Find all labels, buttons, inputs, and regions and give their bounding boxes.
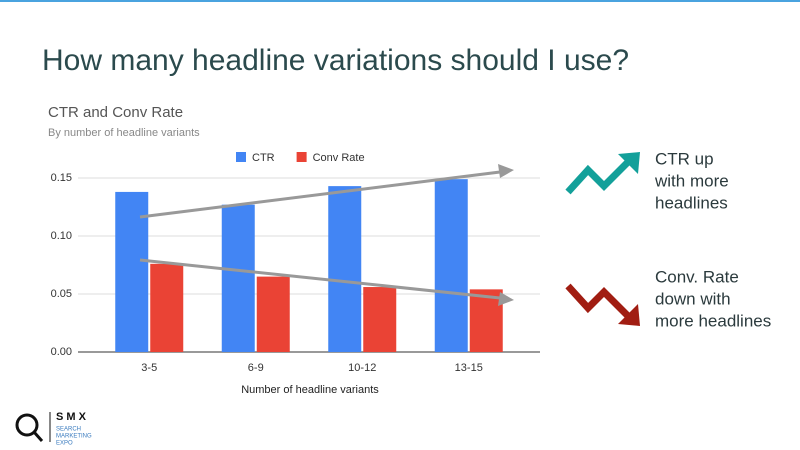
- annotation-line: Conv. Rate: [655, 267, 739, 286]
- arrow-head: [498, 292, 514, 306]
- annotation-line: headlines: [655, 193, 728, 212]
- logo-mark: [32, 431, 44, 442]
- chart-title: CTR and Conv Rate: [48, 104, 183, 121]
- bar: [150, 263, 184, 352]
- trend-line: [139, 258, 501, 300]
- top-rule: [0, 0, 800, 2]
- zigzag: [565, 157, 633, 195]
- legend-swatch: [296, 152, 307, 162]
- annotation-line: more headlines: [655, 311, 771, 330]
- x-tick-label: 3-5: [141, 362, 157, 374]
- bar: [221, 204, 255, 352]
- x-tick-label: 6-9: [248, 362, 264, 374]
- arrow-head: [498, 164, 514, 178]
- annotation-line: CTR up: [655, 149, 714, 168]
- x-axis-label: Number of headline variants: [241, 384, 379, 396]
- trend-line: [139, 170, 501, 219]
- zigzag: [565, 283, 633, 321]
- x-tick-label: 13-15: [455, 362, 483, 374]
- x-tick-label: 10-12: [348, 362, 376, 374]
- annotation-line: with more: [654, 171, 729, 190]
- bar: [469, 289, 503, 352]
- chart-subtitle: By number of headline variants: [48, 127, 200, 139]
- legend-label: CTR: [252, 152, 275, 164]
- logo-name: S M X: [56, 411, 87, 423]
- up-icon: [565, 152, 640, 195]
- arrow-head: [618, 304, 640, 326]
- bar: [434, 179, 468, 352]
- bar: [328, 186, 362, 352]
- bar: [363, 287, 397, 352]
- logo-tagline: SEARCH: [56, 427, 81, 433]
- y-tick-label: 0.05: [51, 288, 72, 300]
- y-tick-label: 0.15: [51, 172, 72, 184]
- logo-mark: [15, 413, 39, 437]
- down-icon: [565, 283, 640, 326]
- annotation-line: down with: [655, 289, 731, 308]
- y-tick-label: 0.00: [51, 346, 72, 358]
- arrow-head: [618, 152, 640, 174]
- bar: [115, 191, 149, 352]
- plot: 0.00 0.05 0.10 0.15 CTR Conv Rate 3-5 6-9 10-12 1…: [51, 152, 540, 374]
- bar: [256, 276, 290, 352]
- legend-swatch: [236, 152, 246, 162]
- y-tick-label: 0.10: [51, 230, 72, 242]
- logo-tagline: EXPO: [56, 441, 73, 447]
- annotations: CTR up with more headlines Conv. Rate down w…: [654, 149, 771, 330]
- slide-title: How many headline variations should I us…: [42, 44, 629, 77]
- trend-arrows: [139, 164, 514, 306]
- logo-tagline: MARKETING: [56, 434, 92, 440]
- legend-label: Conv Rate: [313, 152, 365, 164]
